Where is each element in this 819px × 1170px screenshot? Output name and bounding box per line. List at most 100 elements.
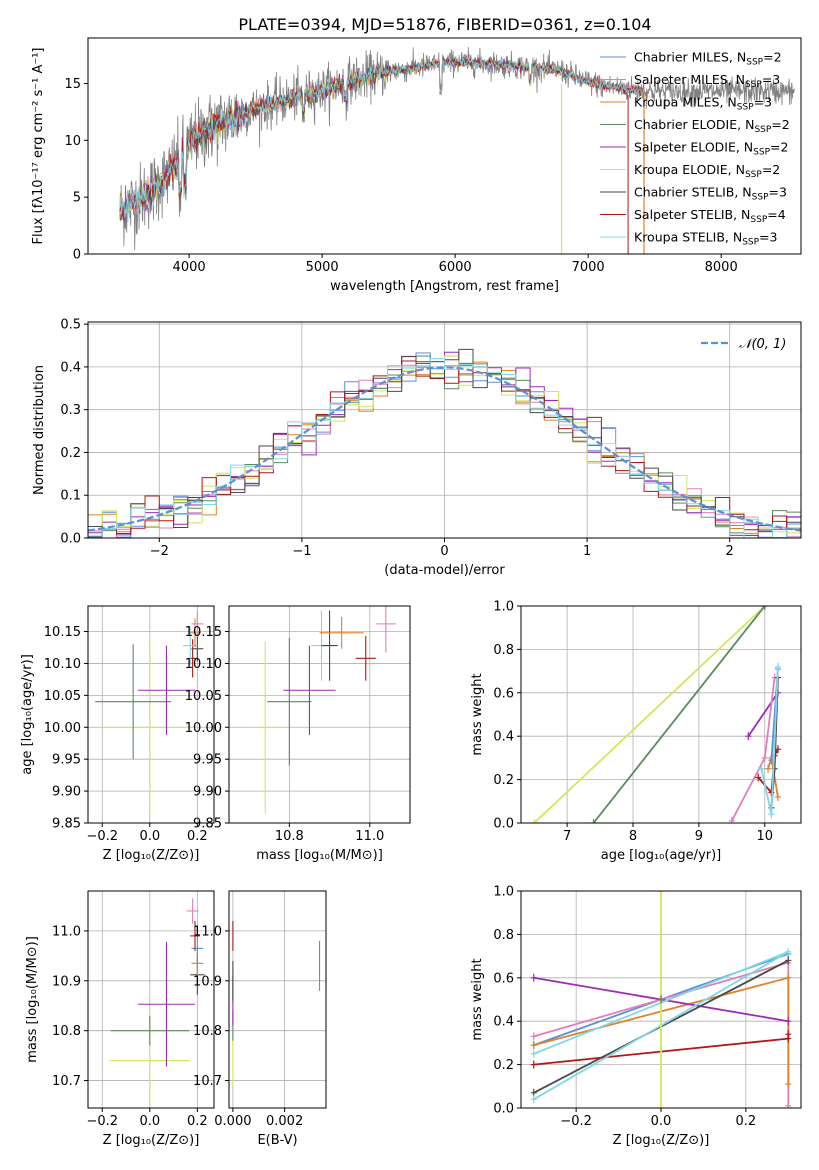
legend: Chabrier MILES, NSSP=2 Salpeter MILES, NS… [600,50,790,248]
y-tick-label: 0.2 [60,446,81,461]
errorbar-point-salp_miles [186,898,199,924]
x-tick-label: 0.2 [187,829,208,844]
plot-area [95,611,204,814]
y-tick-label: 10.9 [193,974,222,989]
legend-value: =2 [763,50,781,65]
y-tick-label: 0.2 [493,1058,514,1073]
errorbar-point-krou_miles [319,616,364,649]
y-tick-label: 9.90 [52,785,81,800]
y-axis-label: mass weight [470,958,485,1040]
x-tick-label: 0.2 [187,1114,208,1129]
normal-curve [88,366,801,532]
legend-label: Kroupa ELODIE, NSSP=2 [634,162,780,180]
x-axis-label: age [log₁₀(age/yr)] [601,848,722,863]
plot-area [531,606,781,823]
x-tick-label: 1 [583,544,591,559]
legend-label: Chabrier STELIB, NSSP=3 [634,185,787,203]
series-line-salp_elodie [747,692,779,737]
plot-area [109,898,205,1108]
y-tick-label: 0.0 [493,817,514,832]
x-tick-label: −1 [292,544,311,559]
x-axis-label: Z [log₁₀(Z/Z⊙)] [613,1133,710,1148]
y-axis-label: mass weight [470,673,485,755]
errorbar-point-salp_elodie [137,941,195,1067]
x-tick-label: 0 [440,544,448,559]
legend-subscript: SSP [737,103,754,113]
legend-label: Salpeter STELIB, NSSP=4 [634,207,786,225]
legend-label: Kroupa STELIB, NSSP=3 [634,230,778,248]
series-line-krou_elodie [533,606,766,823]
errorbar-point-krou_miles [189,618,201,648]
x-tick-label: 8000 [705,260,738,275]
legend-value: =2 [770,140,788,155]
series-line-chab_elodie [592,606,766,823]
y-tick-label: 1.0 [493,885,514,900]
y-tick-label: 0.4 [60,360,81,375]
axes-frame [228,890,327,1109]
x-tick-label: 8 [629,829,637,844]
x-tick-label: 2 [726,544,734,559]
errorbar-point-salp_elodie [283,645,336,735]
plot-area [530,891,792,1108]
y-tick-label: 15 [64,77,81,92]
legend-value: =3 [759,230,777,245]
y-tick-label: 0.4 [493,730,514,745]
errorbar-point-chab_miles [191,933,204,964]
histogram-salp_stelib [88,360,801,538]
x-tick-label: 0.000 [214,1114,251,1129]
y-tick-label: 10 [64,134,81,149]
x-tick-label: −2 [150,544,169,559]
legend-subscript: SSP [750,215,767,225]
x-tick-label: 0.2 [736,1114,757,1129]
chart-residuals: −2 −1 0 1 2 0.0 0.1 0.2 0.3 0.4 0.5 (data-model)/er… [32,318,802,578]
y-axis-label: mass [log₁₀(M/M⊙)] [25,936,40,1063]
x-tick-label: 7000 [572,260,605,275]
plot-area [119,47,795,254]
axes-frame [87,605,215,824]
x-tick-label: −0.2 [560,1114,592,1129]
y-tick-label: 10.15 [44,625,81,640]
axes-frame [87,37,802,255]
x-tick-label: 7 [563,829,571,844]
chart-age_vs_Z: −0.2 0.0 0.2 9.85 9.90 9.95 10.00 10.05 10.10 10.… [20,605,215,863]
y-tick-label: 0.6 [493,686,514,701]
x-tick-label: 4000 [173,260,206,275]
errorbar-point-chab_elodie [95,644,172,760]
y-tick-label: 0.0 [60,532,81,547]
x-axis-label: wavelength [Angstrom, rest frame] [330,279,559,294]
x-tick-label: 5000 [306,260,339,275]
legend-label: 𝒩(0, 1) [739,337,786,352]
y-tick-label: 0.6 [493,971,514,986]
y-tick-label: 10.10 [185,657,222,672]
model-line-krou_stelib [119,57,644,223]
errorbar-point-chab_elodie [110,1015,190,1046]
model-line-salp_stelib [119,56,644,221]
x-tick-label: 0.0 [651,1114,672,1129]
x-tick-label: 6000 [439,260,472,275]
histogram-krou_stelib [88,358,801,538]
y-tick-label: 10.00 [185,721,222,736]
y-tick-label: 10.7 [52,1074,81,1089]
x-axis-label: mass [log₁₀(M/M⊙)] [256,848,383,863]
y-tick-label: 0.2 [493,773,514,788]
y-tick-label: 10.15 [185,625,222,640]
x-tick-label: −0.2 [86,1114,118,1129]
x-tick-label: −0.2 [86,829,118,844]
legend-subscript: SSP [753,148,770,158]
legend-value: =3 [769,185,787,200]
legend-label: Salpeter ELODIE, NSSP=2 [634,140,788,158]
y-tick-label: 0.0 [493,1102,514,1117]
y-tick-label: 0.1 [60,489,81,504]
chart-mass_vs_ebv: 0.000 0.002 10.7 10.8 10.9 11.0 E(B-V) [193,890,327,1148]
plot-area [251,606,396,814]
y-tick-label: 9.85 [52,817,81,832]
x-tick-label: 0.0 [139,829,160,844]
y-tick-label: 10.8 [193,1024,222,1039]
legend-subscript: SSP [754,125,771,135]
legend-value: =3 [754,95,772,110]
errorbar-point-salp_miles [191,611,204,637]
errorbar-point-salp_stelib [190,920,200,951]
x-tick-label: 11.0 [355,829,384,844]
axes-frame [520,605,802,824]
